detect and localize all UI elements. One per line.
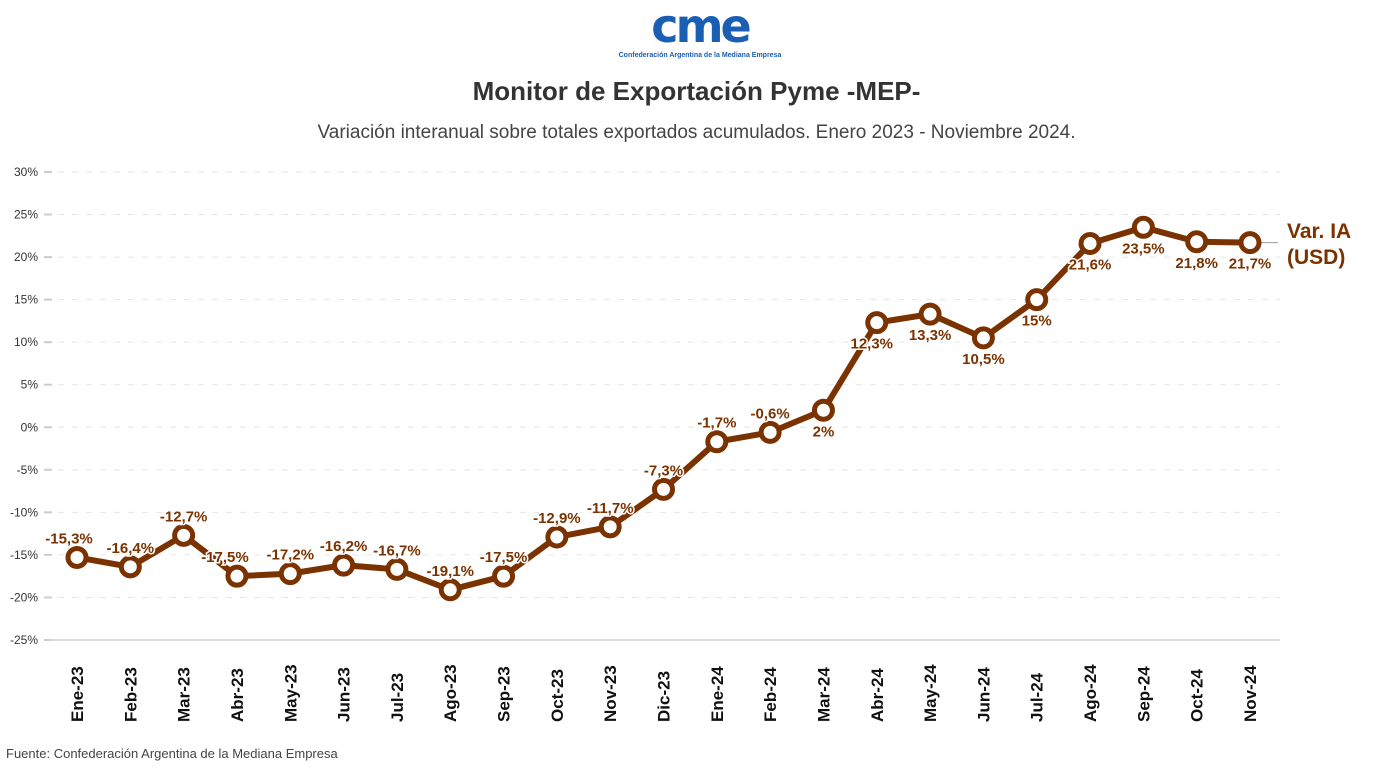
logo-tagline: Confederación Argentina de la Mediana Em…: [618, 52, 782, 59]
x-tick-label: Jul-23: [388, 673, 407, 722]
x-tick-label: Mar-24: [814, 667, 833, 722]
data-label: -16,4%: [107, 540, 155, 557]
y-tick-label: -10%: [10, 505, 38, 519]
chart-subtitle: Variación interanual sobre totales expor…: [317, 122, 1076, 143]
data-label: -1,7%: [697, 415, 736, 432]
data-point: [118, 555, 142, 579]
x-tick-label: Ago-24: [1081, 664, 1100, 722]
x-tick-label: Ene-23: [68, 666, 87, 722]
y-tick-label: 30%: [14, 165, 38, 179]
x-tick-label: Nov-23: [601, 665, 620, 722]
data-point: [1131, 215, 1155, 239]
data-label: 12,3%: [850, 336, 893, 353]
data-label: -12,9%: [533, 510, 581, 527]
y-tick-label: -5%: [17, 463, 39, 477]
x-tick-label: Feb-24: [761, 667, 780, 722]
data-label: -11,7%: [587, 500, 634, 517]
data-point: [545, 525, 569, 549]
data-point: [332, 553, 356, 577]
data-label: -12,7%: [160, 508, 208, 525]
data-point: [705, 430, 729, 454]
data-point: [918, 302, 942, 326]
data-label: 21,8%: [1175, 255, 1218, 272]
data-point: [172, 523, 196, 547]
data-label: 2%: [813, 423, 835, 440]
data-label: -15,3%: [45, 530, 93, 547]
x-tick-label: Sep-23: [495, 666, 514, 722]
data-label: 21,6%: [1069, 256, 1112, 273]
data-label: -16,7%: [373, 542, 421, 559]
logo-mark: cme: [651, 0, 751, 53]
data-label: 10,5%: [962, 351, 1005, 368]
x-tick-label: May-24: [921, 664, 940, 722]
source-note: Fuente: Confederación Argentina de la Me…: [6, 746, 338, 761]
data-label: -19,1%: [426, 563, 474, 580]
data-point: [971, 326, 995, 350]
x-tick-label: Abr-23: [228, 668, 247, 722]
x-tick-label: Dic-23: [655, 671, 674, 722]
data-point: [438, 578, 462, 602]
x-tick-label: Jun-23: [335, 667, 354, 722]
data-label: -17,5%: [480, 549, 528, 566]
x-tick-label: Sep-24: [1134, 666, 1153, 722]
data-label: -17,5%: [201, 549, 249, 566]
y-tick-label: 0%: [21, 420, 39, 434]
y-tick-label: 15%: [14, 293, 38, 307]
series-label: Var. IA: [1287, 220, 1351, 243]
data-point: [598, 515, 622, 539]
data-point: [385, 557, 409, 581]
data-point: [811, 398, 835, 422]
x-tick-label: May-23: [281, 664, 300, 722]
data-point: [65, 545, 89, 569]
data-point: [1025, 288, 1049, 312]
data-label: 13,3%: [909, 327, 952, 344]
data-label: -16,2%: [320, 538, 368, 555]
x-tick-label: Jul-24: [1028, 672, 1047, 722]
data-label: 15%: [1022, 313, 1052, 330]
x-tick-label: Ago-23: [441, 664, 460, 722]
data-label: -0,6%: [751, 405, 790, 422]
y-tick-label: 5%: [21, 378, 39, 392]
x-tick-label: Nov-24: [1241, 665, 1260, 722]
data-label: -17,2%: [267, 547, 315, 564]
data-point: [758, 420, 782, 444]
x-tick-label: Abr-24: [868, 668, 887, 722]
data-point: [1185, 230, 1209, 254]
data-point: [278, 562, 302, 586]
data-label: 23,5%: [1122, 240, 1165, 257]
data-label: -7,3%: [644, 462, 683, 479]
y-tick-label: -15%: [10, 548, 38, 562]
y-tick-label: 25%: [14, 208, 38, 222]
x-tick-label: Oct-24: [1188, 669, 1207, 722]
x-tick-label: Feb-23: [121, 667, 140, 722]
data-point: [225, 564, 249, 588]
series-label: (USD): [1287, 246, 1345, 269]
data-point: [492, 564, 516, 588]
x-tick-label: Oct-23: [548, 669, 567, 722]
y-tick-label: 10%: [14, 335, 38, 349]
y-tick-label: -25%: [10, 633, 38, 647]
y-tick-label: 20%: [14, 250, 38, 264]
data-point: [865, 311, 889, 335]
data-point: [1238, 231, 1262, 255]
x-tick-label: Jun-24: [974, 667, 993, 722]
data-label: 21,7%: [1229, 256, 1272, 273]
chart-title: Monitor de Exportación Pyme -MEP-: [472, 76, 921, 106]
series-line: [76, 224, 1251, 593]
y-tick-label: -20%: [10, 590, 38, 604]
x-tick-label: Mar-23: [175, 667, 194, 722]
data-point: [652, 477, 675, 501]
cme-logo: cme Confederación Argentina de la Median…: [610, 0, 790, 68]
x-tick-label: Ene-24: [708, 666, 727, 722]
data-point: [1078, 231, 1102, 255]
